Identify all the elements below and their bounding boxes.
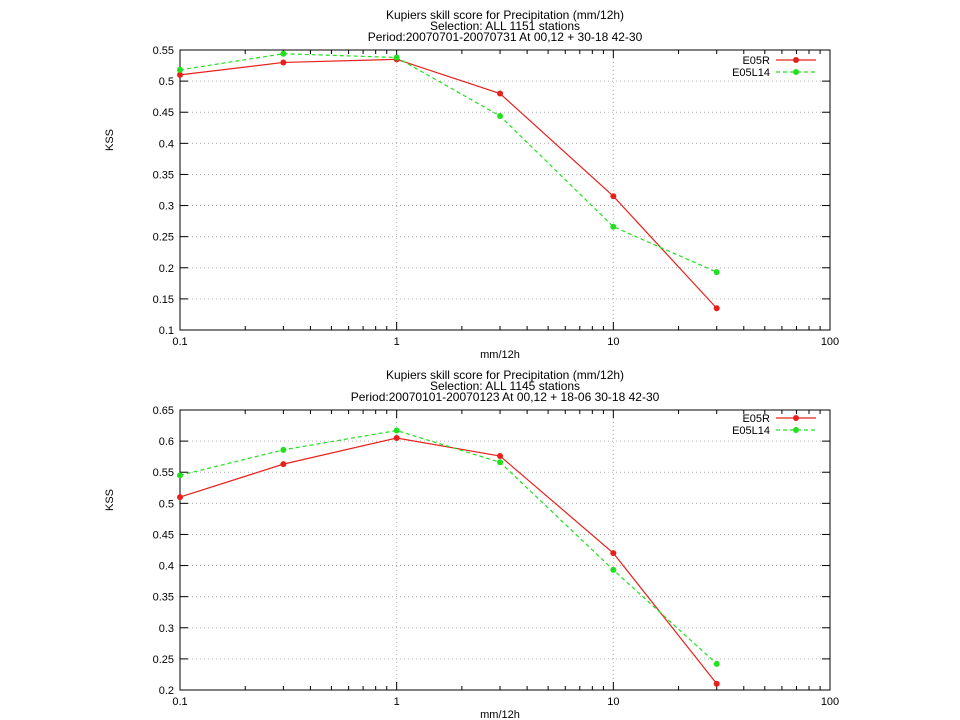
- series-line-e05l14: [179, 53, 717, 273]
- data-point-e05r: [610, 550, 617, 557]
- data-point-e05r: [497, 453, 504, 460]
- legend-swatch-marker: [793, 69, 799, 75]
- y-tick-label: 0.35: [153, 169, 174, 181]
- legend-swatch-marker: [793, 57, 799, 63]
- x-tick-label: 100: [821, 336, 839, 348]
- chart-top: Kupiers skill score for Precipitation (m…: [104, 8, 839, 361]
- data-point-e05r: [713, 680, 720, 687]
- y-tick-label: 0.2: [159, 685, 174, 697]
- x-tick-label: 100: [821, 696, 839, 708]
- data-point-e05r: [280, 461, 287, 468]
- y-tick-label: 0.5: [159, 76, 174, 88]
- data-point-e05r: [497, 90, 504, 97]
- data-point-e05l14: [713, 660, 720, 667]
- y-tick-label: 0.3: [159, 201, 174, 213]
- y-tick-label: 0.1: [159, 325, 174, 337]
- y-axis-label: KSS: [104, 129, 116, 151]
- chart-bottom: Kupiers skill score for Precipitation (m…: [104, 368, 839, 720]
- x-axis-label: mm/12h: [480, 709, 520, 720]
- legend-swatch-marker: [793, 415, 799, 421]
- data-point-e05l14: [177, 472, 183, 479]
- chart-title-line: Period:20070701-20070731 At 00,12 + 30-1…: [368, 30, 643, 44]
- data-point-e05l14: [610, 223, 617, 230]
- data-point-e05r: [177, 494, 183, 501]
- series-line-e05r: [179, 58, 718, 309]
- data-point-e05l14: [393, 54, 400, 61]
- data-point-e05r: [610, 193, 617, 200]
- data-point-e05l14: [393, 427, 400, 434]
- y-tick-label: 0.55: [153, 467, 174, 479]
- data-point-e05l14: [177, 66, 183, 73]
- y-tick-label: 0.55: [153, 45, 174, 57]
- y-tick-label: 0.3: [159, 623, 174, 635]
- series-line-e05r: [179, 437, 718, 685]
- y-tick-label: 0.5: [159, 498, 174, 510]
- y-tick-label: 0.6: [159, 436, 174, 448]
- x-tick-label: 0.1: [172, 336, 187, 348]
- y-axis-label: KSS: [104, 489, 116, 511]
- data-point-e05r: [713, 305, 720, 312]
- plot-frame: [179, 49, 831, 331]
- x-tick-label: 1: [394, 696, 400, 708]
- legend-label: E05R: [742, 413, 770, 425]
- x-axis-label: mm/12h: [480, 349, 520, 361]
- data-point-e05r: [280, 59, 287, 66]
- legend-label: E05R: [742, 55, 770, 67]
- x-tick-label: 10: [607, 696, 619, 708]
- y-tick-label: 0.4: [159, 561, 174, 573]
- data-point-e05r: [393, 435, 400, 441]
- chart-title-line: Period:20070101-20070123 At 00,12 + 18-0…: [351, 390, 660, 404]
- y-tick-label: 0.35: [153, 592, 174, 604]
- data-point-e05l14: [280, 50, 287, 57]
- y-tick-label: 0.25: [153, 654, 174, 666]
- y-tick-label: 0.25: [153, 232, 174, 244]
- chart-title-line: Kupiers skill score for Precipitation (m…: [386, 8, 624, 22]
- data-point-e05r: [177, 71, 183, 78]
- legend-label: E05L14: [732, 425, 770, 437]
- chart-title-line: Kupiers skill score for Precipitation (m…: [386, 368, 624, 382]
- data-point-e05l14: [713, 269, 720, 276]
- series-line-e05l14: [179, 429, 718, 665]
- data-point-e05l14: [497, 459, 504, 466]
- data-point-e05l14: [610, 566, 617, 573]
- y-tick-label: 0.2: [159, 263, 174, 275]
- data-point-e05l14: [497, 112, 504, 119]
- legend-label: E05L14: [732, 67, 770, 79]
- y-tick-label: 0.45: [153, 529, 174, 541]
- x-tick-label: 0.1: [172, 696, 187, 708]
- y-tick-label: 0.45: [153, 107, 174, 119]
- chart-title-line: Selection: ALL 1145 stations: [430, 379, 580, 393]
- y-tick-label: 0.15: [153, 294, 174, 306]
- chart-title-line: Selection: ALL 1151 stations: [430, 19, 580, 33]
- y-tick-label: 0.65: [153, 405, 174, 417]
- plot-frame: [179, 409, 831, 691]
- x-tick-label: 1: [394, 336, 400, 348]
- x-tick-label: 10: [607, 336, 619, 348]
- data-point-e05l14: [280, 446, 287, 453]
- legend-swatch-marker: [793, 427, 799, 433]
- y-tick-label: 0.4: [159, 138, 174, 150]
